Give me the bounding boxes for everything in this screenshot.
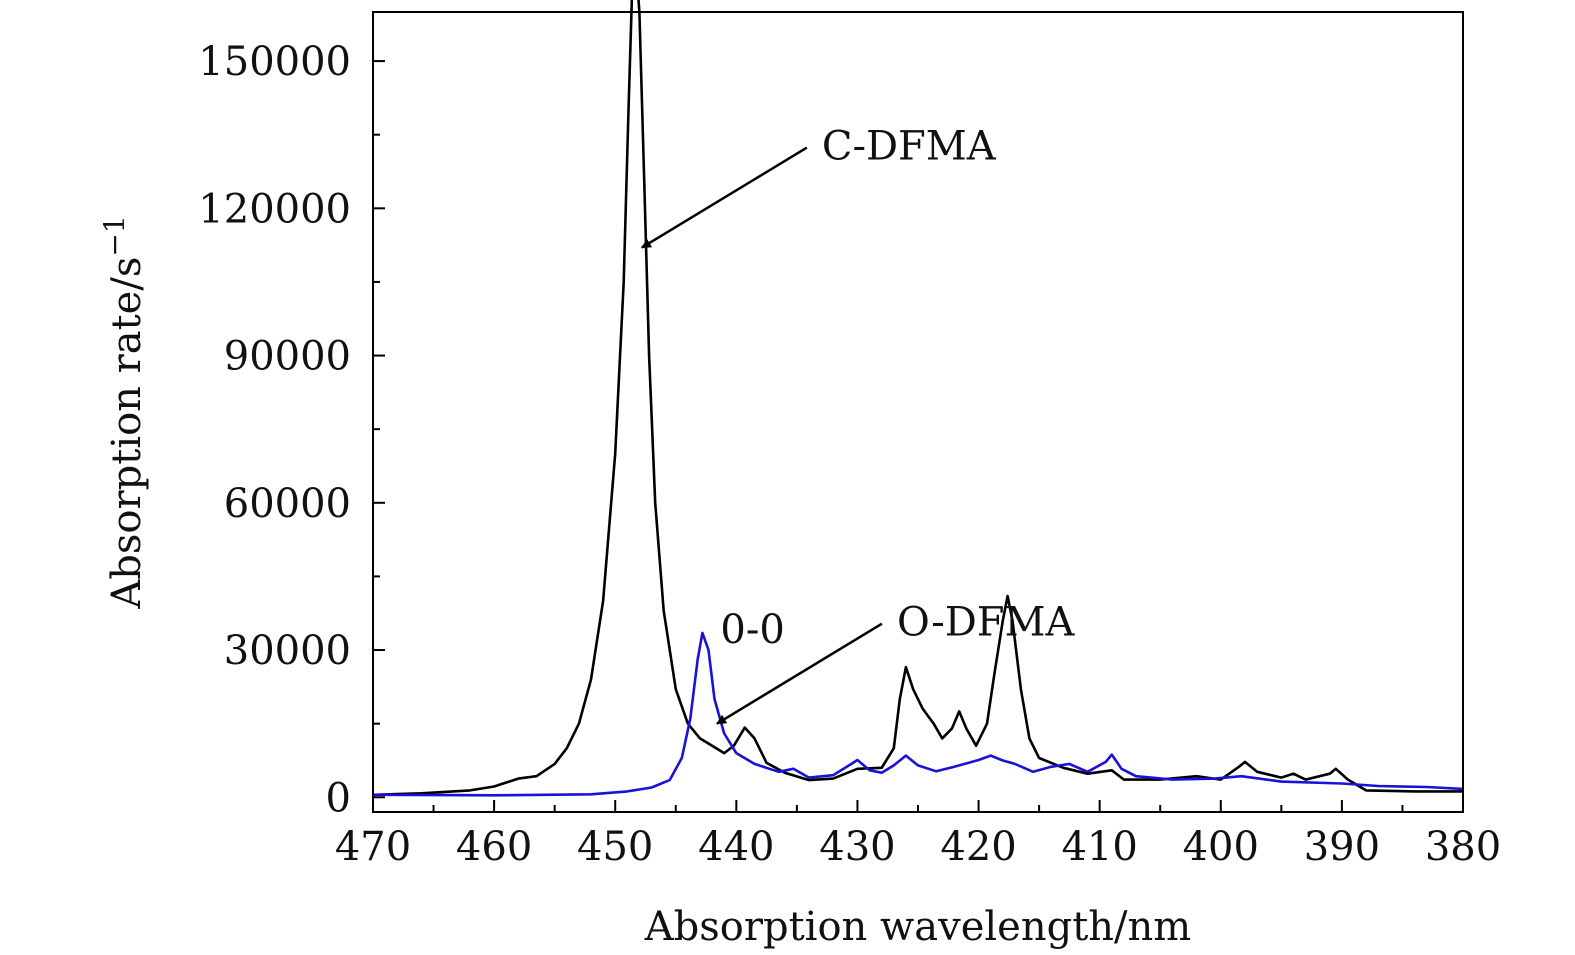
y-tick-label: 150000 (198, 39, 351, 85)
arrow-c-dfma (641, 146, 808, 249)
y-tick-label: 30000 (224, 628, 351, 674)
y-axis-label-main: Absorption rate/s (104, 257, 150, 610)
y-tick-label: 60000 (224, 481, 351, 527)
x-tick-label: 460 (456, 824, 532, 870)
x-tick-label: 450 (577, 824, 653, 870)
series-line-o-dfma (372, 631, 1464, 797)
x-tick-label: 400 (1183, 824, 1259, 870)
series-label-o-dfma: O-DFMA (897, 600, 1076, 646)
x-tick-label: 420 (940, 824, 1016, 870)
y-axis-label: Absorption rate/s−1 (98, 215, 150, 609)
x-tick-label: 470 (335, 824, 411, 870)
x-tick-label: 430 (819, 824, 895, 870)
arrow-o-dfma (716, 622, 883, 725)
series-layer (372, 0, 1464, 797)
series-label-c-dfma: C-DFMA (822, 124, 997, 170)
axes-layer: 470 460 450 440 430 420 410 400 390 380 0 30000 6000… (198, 39, 1501, 870)
y-tick-label: 90000 (224, 334, 351, 380)
series-line-c-dfma (372, 0, 1463, 797)
x-tick-label: 380 (1425, 824, 1501, 870)
y-axis-label-exponent: −1 (98, 215, 131, 256)
x-axis-label: Absorption wavelength/nm (644, 904, 1191, 950)
y-tick-label: 0 (326, 775, 351, 821)
y-tick-label: 120000 (198, 186, 351, 232)
x-tick-label: 440 (698, 824, 774, 870)
x-tick-label: 410 (1061, 824, 1137, 870)
peak-label-1: 0-0 (720, 607, 784, 653)
x-tick-label: 390 (1304, 824, 1380, 870)
